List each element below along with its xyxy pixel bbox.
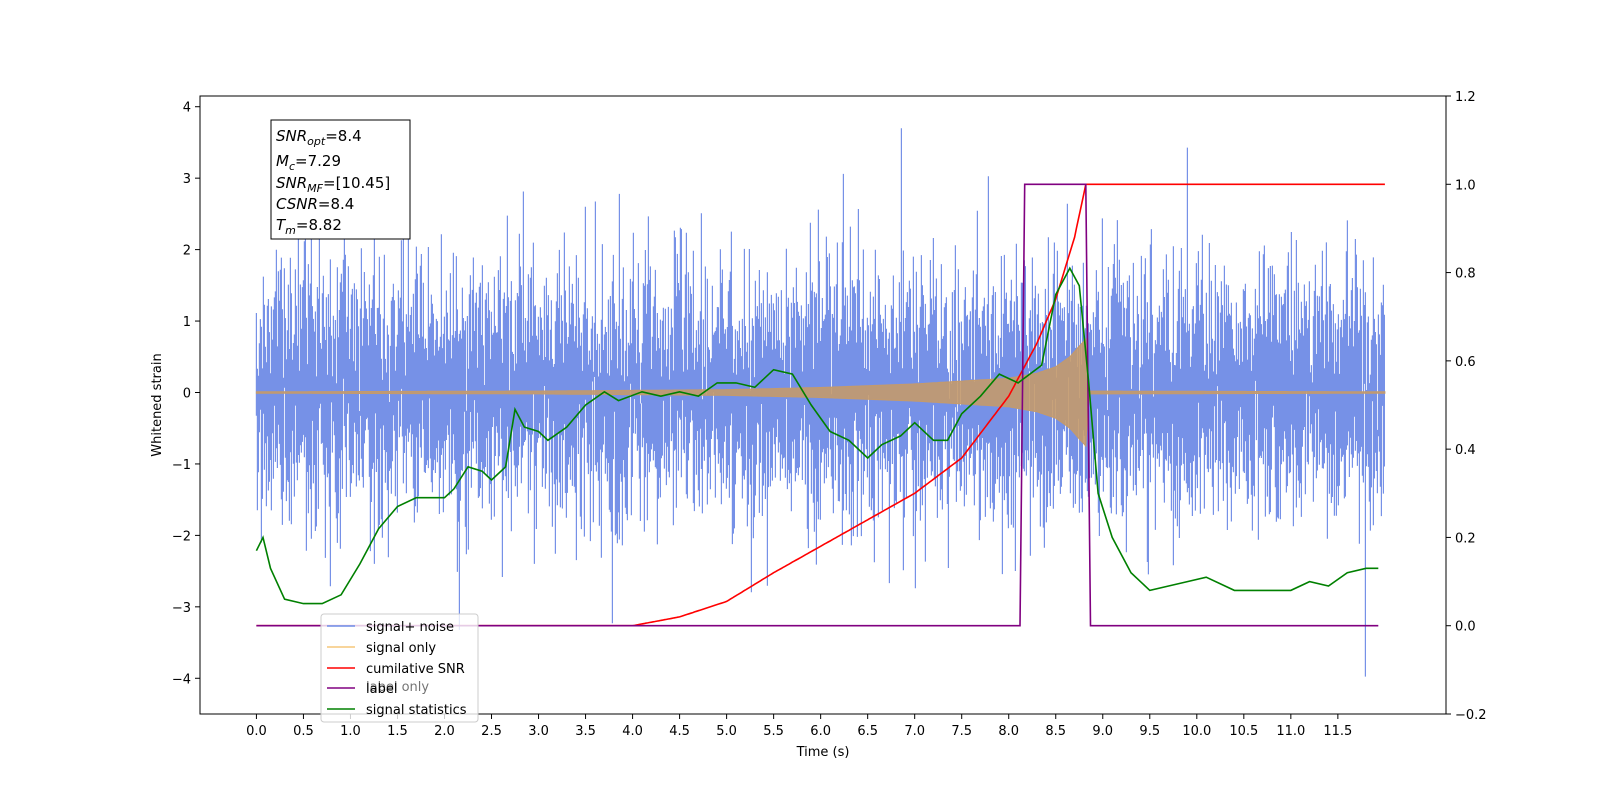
x-tick-label: 11.0 bbox=[1276, 724, 1305, 739]
y-left-tick-label: 4 bbox=[183, 101, 191, 116]
x-tick-label: 9.0 bbox=[1092, 724, 1113, 739]
y-right-tick-label: 0.4 bbox=[1455, 443, 1476, 458]
y-right-tick-label: 0.8 bbox=[1455, 267, 1476, 282]
y-right-tick-label: 0.0 bbox=[1455, 620, 1476, 635]
series-signal-statistics bbox=[255, 266, 1379, 605]
y-left-tick-label: −4 bbox=[172, 672, 191, 687]
y-right-tick-label: 0.2 bbox=[1455, 531, 1476, 546]
annotation-mc: Mc=7.29 bbox=[276, 152, 341, 173]
x-tick-label: 1.0 bbox=[340, 724, 361, 739]
annotation-csnr: CSNR=8.4 bbox=[276, 195, 354, 213]
annotation-snr-mf: SNRMF=[10.45] bbox=[276, 174, 390, 195]
x-tick-label: 2.0 bbox=[434, 724, 455, 739]
annotation-snr-opt: SNRopt=8.4 bbox=[276, 127, 362, 148]
legend-label-label: label bbox=[366, 682, 397, 697]
x-axis-label: Time (s) bbox=[796, 745, 850, 760]
legend-frame bbox=[320, 613, 479, 723]
y-left-tick-label: 2 bbox=[183, 244, 191, 259]
x-tick-label: 0.0 bbox=[246, 724, 267, 739]
x-tick-label: 4.0 bbox=[622, 724, 643, 739]
x-tick-label: 6.0 bbox=[810, 724, 831, 739]
x-tick-label: 8.0 bbox=[998, 724, 1019, 739]
series-label bbox=[256, 183, 1379, 627]
legend: label only signal+ noise signal only cum… bbox=[320, 613, 479, 723]
legend-label-signal-statistics: signal statistics bbox=[366, 703, 467, 718]
x-tick-label: 3.0 bbox=[528, 724, 549, 739]
x-tick-label: 5.5 bbox=[763, 724, 784, 739]
axes-frame bbox=[199, 95, 1447, 715]
y-left-tick-label: 3 bbox=[183, 172, 191, 187]
series-signal-only bbox=[255, 337, 1386, 448]
x-tick-label: 0.5 bbox=[293, 724, 314, 739]
y-left-tick-label: −2 bbox=[172, 529, 191, 544]
y-right-tick-label: 0.6 bbox=[1455, 355, 1476, 370]
x-tick-label: 7.0 bbox=[904, 724, 925, 739]
x-tick-label: 8.5 bbox=[1045, 724, 1066, 739]
x-tick-label: 10.5 bbox=[1229, 724, 1258, 739]
y-right-tick-label: 1.2 bbox=[1455, 90, 1476, 105]
y-right-tick-label: 1.0 bbox=[1455, 178, 1476, 193]
plot-area bbox=[255, 128, 1386, 677]
x-tick-label: 4.5 bbox=[669, 724, 690, 739]
x-tick-label: 11.5 bbox=[1323, 724, 1352, 739]
legend-label-cumulative-snr: cumilative SNR bbox=[366, 662, 465, 677]
y-right-tick-label: −0.2 bbox=[1455, 708, 1487, 723]
y-axis-label: Whitened strain bbox=[150, 353, 165, 456]
x-tick-label: 2.5 bbox=[481, 724, 502, 739]
x-tick-label: 3.5 bbox=[575, 724, 596, 739]
legend-label-signal-only: signal only bbox=[366, 641, 436, 656]
x-tick-label: 9.5 bbox=[1139, 724, 1160, 739]
x-tick-label: 1.5 bbox=[387, 724, 408, 739]
stats-annotation-box: SNRopt=8.4 Mc=7.29 SNRMF=[10.45] CSNR=8.… bbox=[270, 119, 411, 240]
x-tick-label: 7.5 bbox=[951, 724, 972, 739]
x-tick-label: 10.0 bbox=[1182, 724, 1211, 739]
annotation-frame bbox=[270, 119, 411, 240]
legend-label-signal-noise: signal+ noise bbox=[366, 620, 454, 635]
y-left-tick-label: −3 bbox=[172, 601, 191, 616]
x-tick-label: 6.5 bbox=[857, 724, 878, 739]
legend-ghost-label: label only bbox=[366, 680, 429, 695]
y-left-tick-label: −1 bbox=[172, 458, 191, 473]
x-tick-label: 5.0 bbox=[716, 724, 737, 739]
y-left-tick-label: 0 bbox=[183, 386, 191, 401]
annotation-tm: Tm=8.82 bbox=[276, 216, 342, 237]
tick-layer: 0.0 0.5 1.0 1.5 2.0 2.5 3.0 3.5 4.0 4.5 5.0 5.5 6.0 6… bbox=[172, 90, 1487, 739]
y-left-tick-label: 1 bbox=[183, 315, 191, 330]
